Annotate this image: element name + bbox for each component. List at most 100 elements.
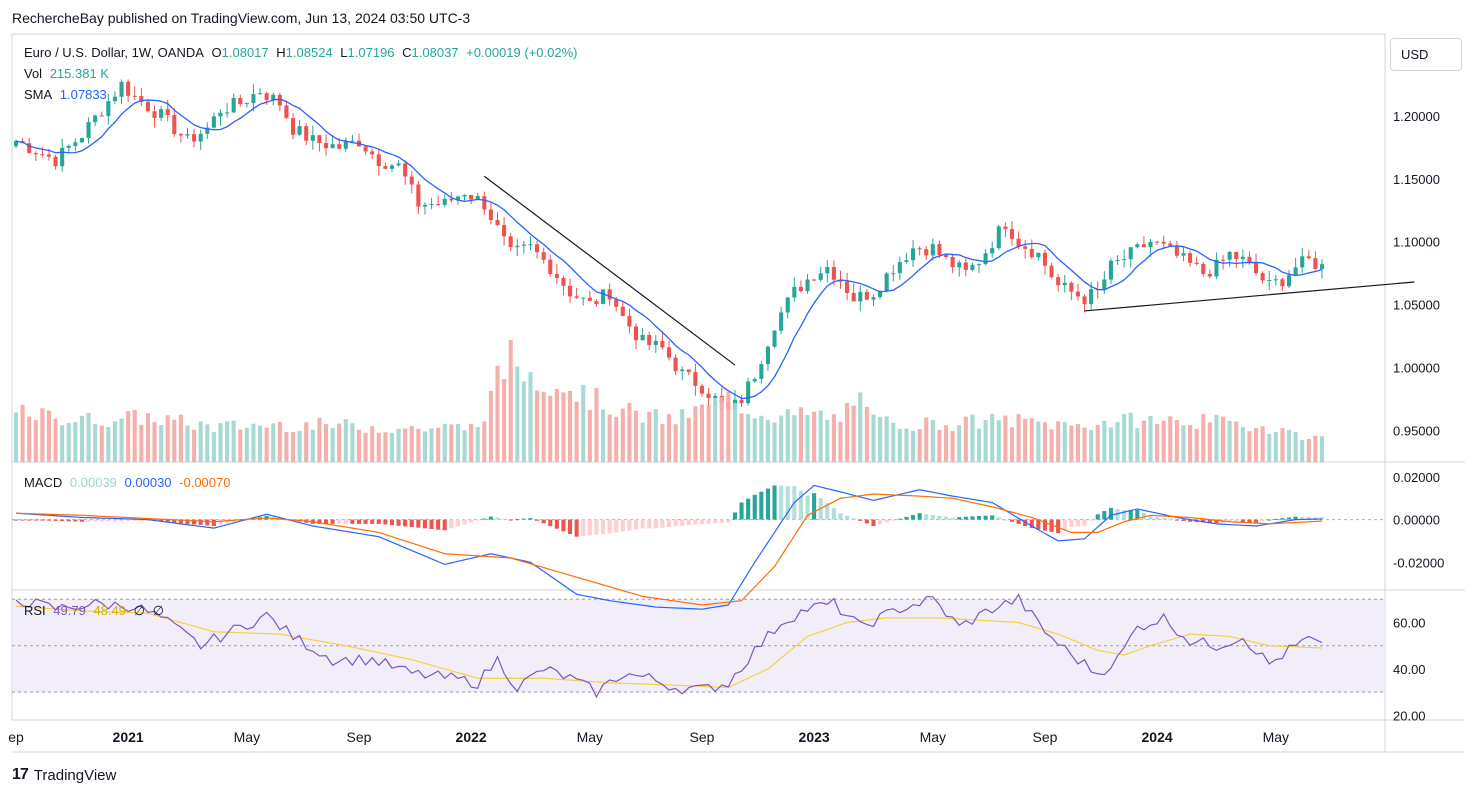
rsi-tick-label: 60.00 <box>1393 616 1426 631</box>
macd-tick-label: 0.00000 <box>1393 513 1440 528</box>
volume-bar <box>86 412 91 462</box>
candle-body <box>930 244 935 256</box>
candle-body <box>1062 282 1067 286</box>
macd-histogram-bar <box>713 519 718 524</box>
volume-bar <box>403 428 408 462</box>
tradingview-logo[interactable]: 17 TradingView <box>12 766 116 784</box>
volume-bar <box>1161 420 1166 462</box>
volume-bar <box>251 423 256 462</box>
macd-histogram-bar <box>1234 519 1239 523</box>
macd-histogram-bar <box>930 514 935 520</box>
candle-body <box>627 315 632 327</box>
volume-bar <box>673 424 678 462</box>
volume-bar <box>1036 421 1041 462</box>
macd-histogram-bar <box>990 515 995 520</box>
time-tick-label: May <box>234 729 260 745</box>
volume-bar <box>1174 420 1179 462</box>
macd-histogram-bar <box>581 519 586 537</box>
candle-body <box>1075 291 1080 297</box>
candle-body <box>192 134 197 142</box>
candle-body <box>1009 229 1015 239</box>
volume-bar <box>119 418 124 462</box>
candle-body <box>1168 243 1173 246</box>
macd-histogram-bar <box>620 519 625 532</box>
candle-body <box>416 184 421 207</box>
volume-legend: Vol 215.381 K <box>24 66 113 81</box>
price-legend: Euro / U.S. Dollar, 1W, OANDA O1.08017 H… <box>24 45 581 60</box>
candle-body <box>561 277 566 286</box>
macd-histogram-bar <box>27 519 32 521</box>
macd-histogram-bar <box>1181 519 1186 522</box>
candle-body <box>574 296 579 298</box>
low-label: L <box>340 45 348 60</box>
candle-body <box>917 248 922 250</box>
candle-body <box>785 297 790 313</box>
volume-bar <box>1319 436 1325 462</box>
candle-body <box>1102 279 1107 290</box>
candle-body <box>106 101 111 116</box>
macd-histogram-bar <box>462 519 467 525</box>
macd-histogram-bar <box>1207 519 1212 523</box>
candle-body <box>845 281 850 293</box>
volume-bar <box>429 428 434 462</box>
macd-line <box>15 484 1323 610</box>
macd-histogram-bar <box>970 516 975 520</box>
macd-histogram-bar <box>673 519 678 527</box>
price-tick-label: 1.00000 <box>1393 361 1440 376</box>
candle-body <box>86 122 91 138</box>
macd-histogram-bar <box>126 519 131 521</box>
macd-histogram-bar <box>554 519 559 529</box>
candle-body <box>198 133 203 142</box>
macd-histogram-bar <box>1042 519 1048 531</box>
candle-body <box>996 226 1001 249</box>
macd-histogram-bar <box>172 519 177 523</box>
candle-body <box>508 236 513 248</box>
candle-body <box>699 385 705 394</box>
macd-histogram-bar <box>1253 519 1259 523</box>
volume-bar <box>165 415 170 462</box>
close-value: 1.08037 <box>411 45 459 60</box>
volume-bar <box>1056 421 1061 462</box>
macd-histogram-bar <box>607 519 612 534</box>
macd-histogram-bar <box>86 519 91 522</box>
macd-histogram-bar <box>897 518 902 520</box>
volume-bar <box>904 428 909 462</box>
volume-bar <box>27 416 32 462</box>
candle-body <box>343 141 348 149</box>
volume-bar <box>713 398 718 462</box>
macd-tick-label: 0.02000 <box>1393 470 1440 485</box>
macd-histogram-bar <box>363 519 368 524</box>
candle-body <box>633 326 639 341</box>
volume-bar <box>1102 420 1107 462</box>
candle-body <box>838 279 843 282</box>
time-tick-label: Sep <box>1033 729 1058 745</box>
volume-bar <box>126 411 131 462</box>
volume-bar <box>66 422 71 462</box>
volume-bar <box>1016 414 1021 462</box>
macd-histogram-bar <box>409 519 414 528</box>
candle-body <box>673 357 678 372</box>
volume-bar <box>99 425 104 462</box>
macd-histogram-bar <box>449 519 454 529</box>
macd-histogram-bar <box>475 519 480 521</box>
macd-histogram-bar <box>1009 519 1015 522</box>
volume-bar <box>205 424 210 462</box>
time-tick-label: May <box>577 729 603 745</box>
candle-body <box>297 126 302 135</box>
candle-body <box>1300 256 1305 268</box>
volume-bar <box>990 413 995 462</box>
macd-histogram-bar <box>20 519 25 521</box>
macd-histogram-bar <box>139 519 144 521</box>
macd-histogram-bar <box>396 519 401 526</box>
volume-bar <box>1095 424 1100 462</box>
macd-histogram-bar <box>535 519 540 521</box>
vol-label: Vol <box>24 66 43 81</box>
macd-histogram-bar <box>244 519 249 521</box>
rsi-extra-1: ∅ <box>133 603 145 618</box>
currency-button[interactable]: USD <box>1390 38 1462 71</box>
sma-value: 1.07833 <box>59 87 107 102</box>
candle-body <box>462 194 467 197</box>
volume-bar <box>53 418 58 462</box>
candle-body <box>403 163 408 177</box>
